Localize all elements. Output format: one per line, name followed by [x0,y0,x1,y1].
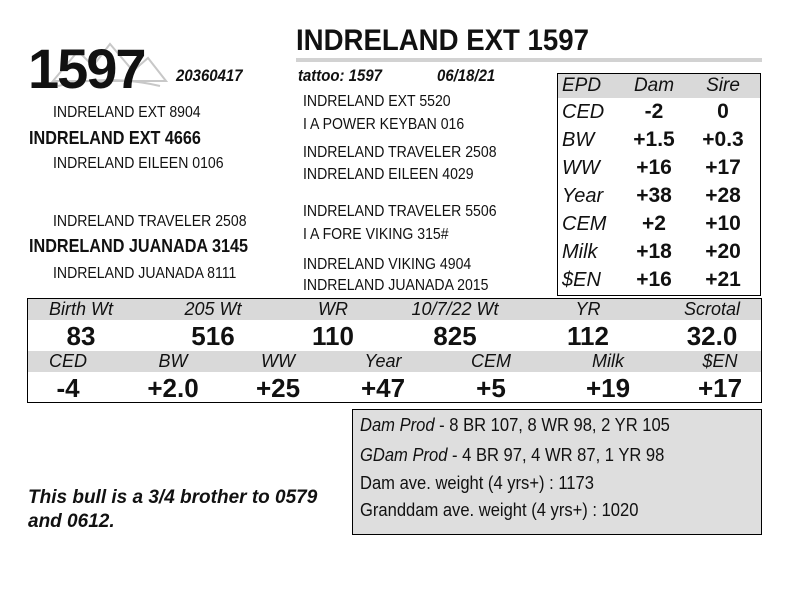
parent-epd-table: EPD Dam Sire CED -2 0 BW +1.5 +0.3 WW +16 +17 … [557,73,761,296]
animal-name-title: INDRELAND EXT 1597 [296,24,589,57]
perf-label: WR [318,299,348,319]
bull-epd-value: +2.0 [147,373,199,403]
pedigree-ds-sire: INDRELAND TRAVELER 5506 [303,203,497,220]
gdam-prod-label: GDam Prod [360,445,448,465]
epd-row: Milk +18 +20 [558,238,760,266]
dam-production: Dam Prod - 8 BR 107, 8 WR 98, 2 YR 105 [360,415,670,436]
epd-dam-value: +16 [636,156,672,179]
pedigree-dam-dam: INDRELAND JUANADA 8111 [53,265,237,282]
perf-value: 32.0 [686,321,738,351]
epd-header-dam: Dam [633,75,675,96]
epd-table-header: EPD Dam Sire [558,74,760,98]
epd-sire-value: +20 [705,240,741,263]
epd-trait: CEM [562,212,607,235]
bull-epd-label: CEM [471,351,511,371]
epd-row: WW +16 +17 [558,154,760,182]
dam-prod-label: Dam Prod [360,415,435,435]
epd-row: $EN +16 +21 [558,266,760,294]
perf-value: 83 [66,321,96,351]
bull-epd-label: $EN [702,351,738,371]
registration-number: 20360417 [176,66,243,85]
perf-value: 110 [312,321,354,351]
perf-label: Scrotal [683,299,741,319]
epd-trait: Milk [562,240,598,263]
tattoo: tattoo: 1597 [298,66,382,85]
epd-dam-value: +16 [636,268,672,291]
perf-value: 516 [191,321,235,351]
bull-note: This bull is a 3/4 brother to 0579 and 0… [28,487,318,532]
pedigree-ds-dam: I A FORE VIKING 315# [303,226,449,243]
pedigree-dam-sire: INDRELAND TRAVELER 2508 [53,213,247,230]
epd-dam-value: +38 [636,184,672,207]
epd-dam-value: +1.5 [633,128,675,151]
epd-header-sire: Sire [706,75,740,96]
bull-epd-value: +47 [360,373,406,403]
performance-header-band [28,299,761,320]
epd-trait: Year [562,184,604,207]
birth-date: 06/18/21 [437,66,496,85]
epd-sire-value: 0 [717,100,729,123]
epd-row: Year +38 +28 [558,182,760,210]
ranch-logo [50,42,168,87]
epd-header-trait: EPD [562,75,602,96]
bull-epd-value: -4 [56,373,80,403]
pedigree-dam: INDRELAND JUANADA 3145 [29,236,249,256]
pedigree-dd-sire: INDRELAND VIKING 4904 [303,256,472,273]
epd-trait: BW [562,128,595,151]
dam-prod-value: - 8 BR 107, 8 WR 98, 2 YR 105 [434,415,670,435]
performance-table: Birth Wt 205 Wt WR 10/7/22 Wt YR Scrotal… [27,298,762,403]
epd-trait: WW [562,156,600,179]
perf-value: 112 [567,321,609,351]
perf-value: 825 [433,321,477,351]
title-rule [296,58,762,62]
bull-epd-value: +25 [255,373,301,403]
pedigree-ss-dam: I A POWER KEYBAN 016 [303,116,465,133]
pedigree-sire: INDRELAND EXT 4666 [29,128,201,148]
bull-epd-value: +17 [697,373,743,403]
epd-sire-value: +0.3 [702,128,744,151]
epd-dam-value: +2 [642,212,666,235]
bull-epd-header-band [28,351,761,372]
production-box: Dam Prod - 8 BR 107, 8 WR 98, 2 YR 105 G… [352,409,762,535]
perf-label: Birth Wt [48,299,114,319]
perf-label: YR [575,299,601,319]
pedigree-ss-sire: INDRELAND EXT 5520 [303,93,451,110]
perf-label: 205 Wt [184,299,242,319]
bull-epd-value: +5 [476,373,506,403]
granddam-production: GDam Prod - 4 BR 97, 4 WR 87, 1 YR 98 [360,445,664,466]
bull-epd-label: BW [158,351,188,371]
pedigree-sire-sire: INDRELAND EXT 8904 [53,104,201,121]
epd-trait: $EN [562,268,601,291]
bull-epd-label: Year [364,351,402,371]
epd-trait: CED [562,100,605,123]
granddam-average-weight: Granddam ave. weight (4 yrs+) : 1020 [360,500,639,520]
epd-sire-value: +28 [705,184,741,207]
epd-sire-value: +21 [705,268,741,291]
bull-epd-label: CED [48,351,88,371]
epd-dam-value: +18 [636,240,672,263]
perf-label: 10/7/22 Wt [411,299,499,319]
epd-dam-value: -2 [644,100,664,123]
gdam-prod-value: - 4 BR 97, 4 WR 87, 1 YR 98 [447,445,665,465]
bull-epd-label: WW [261,351,295,371]
epd-row: CED -2 0 [558,98,760,126]
epd-row: BW +1.5 +0.3 [558,126,760,154]
epd-row: CEM +2 +10 [558,210,760,238]
bull-epd-label: Milk [592,351,624,371]
pedigree-sire-dam: INDRELAND EILEEN 0106 [53,155,224,172]
lot-number: 1597 [28,37,147,100]
pedigree-sd-sire: INDRELAND TRAVELER 2508 [303,144,497,161]
dam-average-weight: Dam ave. weight (4 yrs+) : 1173 [360,473,594,493]
pedigree-sd-dam: INDRELAND EILEEN 4029 [303,166,474,183]
bull-epd-value: +19 [585,373,631,403]
epd-sire-value: +17 [705,156,741,179]
epd-sire-value: +10 [705,212,741,235]
pedigree-dd-dam: INDRELAND JUANADA 2015 [303,277,489,294]
